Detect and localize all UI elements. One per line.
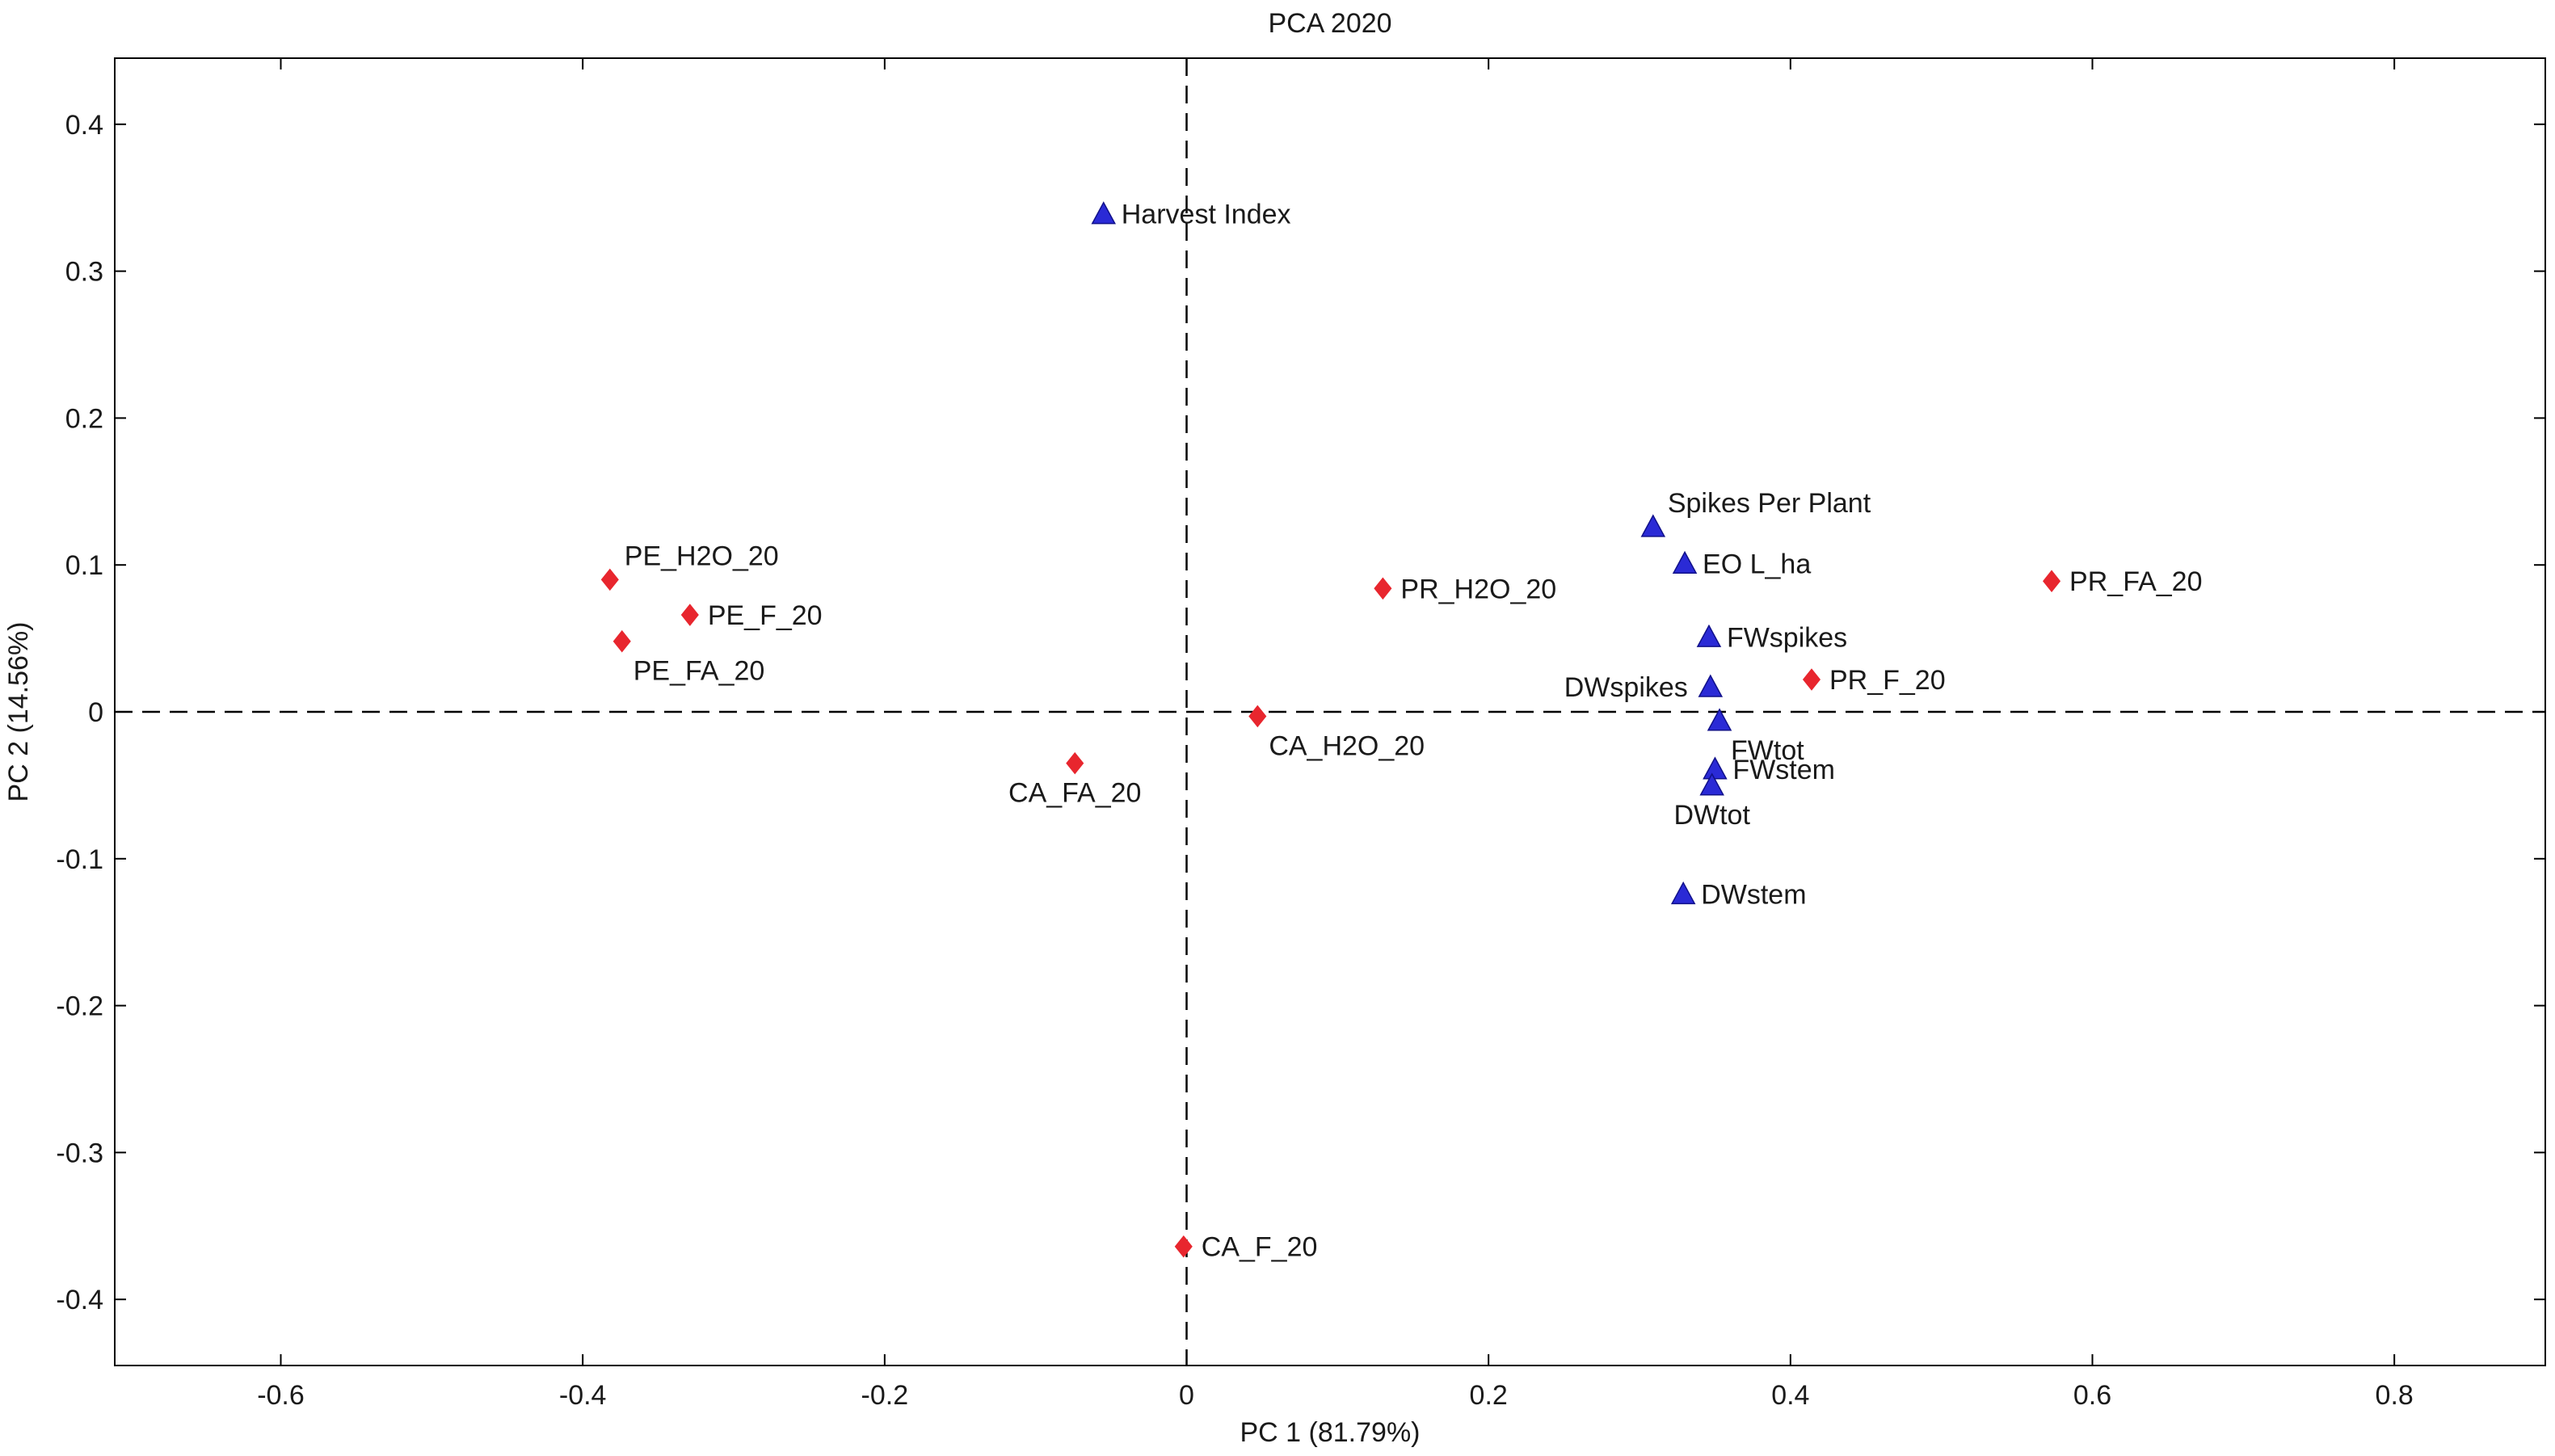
variable-marker (1696, 624, 1722, 647)
variable-label: DWspikes (1564, 672, 1688, 703)
y-tick-label: -0.4 (56, 1285, 103, 1315)
y-tick-label: 0.1 (65, 550, 103, 581)
observation-marker (1066, 751, 1084, 775)
variable-marker (1670, 881, 1696, 905)
variable-label: FWtot (1731, 735, 1804, 766)
observation-label: PE_H2O_20 (625, 541, 779, 571)
chart-title: PCA 2020 (1268, 8, 1391, 39)
y-tick-label: 0.2 (65, 403, 103, 434)
x-tick-label: -0.6 (257, 1380, 305, 1411)
observation-marker (1248, 705, 1267, 728)
variable-label: EO L_ha (1703, 549, 1811, 579)
x-tick-label: -0.2 (861, 1380, 909, 1411)
variable-marker (1707, 708, 1732, 731)
y-tick-label: -0.1 (56, 844, 103, 875)
y-tick-label: 0.4 (65, 110, 103, 141)
observation-label: CA_F_20 (1202, 1232, 1318, 1263)
x-tick-label: -0.4 (559, 1380, 607, 1411)
observation-marker (2043, 570, 2061, 593)
y-axis-label: PC 2 (14.56%) (3, 622, 34, 802)
variable-label: Harvest Index (1122, 200, 1291, 230)
variable-marker (1672, 550, 1698, 574)
y-tick-label: -0.2 (56, 991, 103, 1022)
variable-marker (1698, 674, 1724, 697)
observation-marker (612, 629, 631, 653)
variable-marker (1699, 772, 1724, 796)
y-tick-label: 0 (88, 697, 103, 728)
variable-label: DWstem (1701, 879, 1806, 910)
y-tick-label: -0.3 (56, 1138, 103, 1168)
x-tick-label: 0.4 (1771, 1380, 1809, 1411)
x-tick-label: 0.2 (1470, 1380, 1508, 1411)
observation-label: PR_F_20 (1829, 665, 1946, 696)
plot-area: -0.6 -0.4 -0.2 0 0.2 0.4 0.6 0.8 -0.4 -0.3 -0.2 -0.… (56, 57, 2546, 1411)
observation-label: CA_H2O_20 (1269, 730, 1425, 761)
x-tick-label: 0.6 (2073, 1380, 2111, 1411)
observation-label: PR_H2O_20 (1400, 574, 1556, 604)
x-tick-label: 0.8 (2376, 1380, 2414, 1411)
variable-label: FWstem (1732, 755, 1835, 785)
x-tick-label: 0 (1179, 1380, 1194, 1411)
observation-label: CA_FA_20 (1008, 778, 1141, 809)
observation-marker (1174, 1235, 1193, 1258)
observation-label: PR_FA_20 (2069, 566, 2202, 597)
observation-label: PE_F_20 (708, 600, 823, 631)
observation-marker (680, 604, 699, 626)
observation-label: PE_FA_20 (633, 656, 765, 687)
observation-marker (600, 568, 619, 591)
variable-marker (1640, 514, 1666, 537)
x-axis-label: PC 1 (81.79%) (1240, 1417, 1421, 1448)
observation-marker (1802, 668, 1821, 691)
variable-label: Spikes Per Plant (1668, 488, 1871, 519)
y-tick-label: 0.3 (65, 257, 103, 288)
variable-label: FWspikes (1727, 622, 1847, 653)
observation-marker (1374, 577, 1392, 600)
variable-label: DWtot (1673, 800, 1750, 831)
variable-marker (1091, 201, 1117, 225)
